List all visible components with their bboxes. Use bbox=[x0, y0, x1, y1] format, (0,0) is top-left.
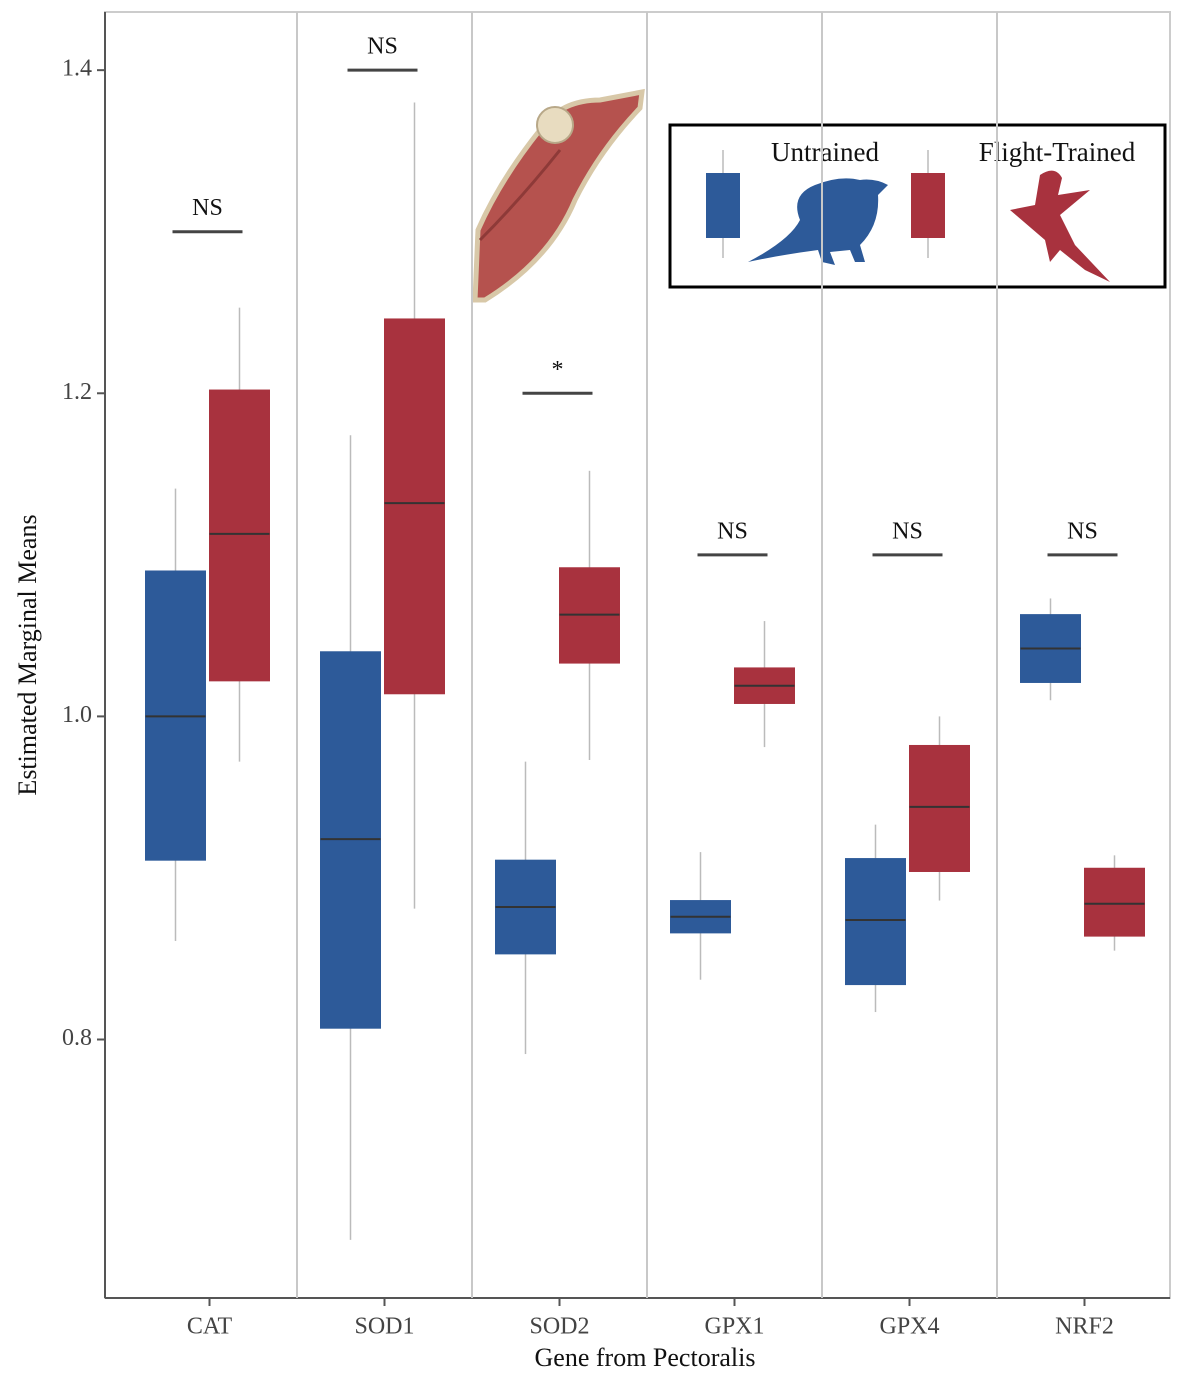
box bbox=[209, 389, 270, 682]
box bbox=[1084, 867, 1145, 937]
x-tick-label: SOD1 bbox=[354, 1314, 414, 1340]
box bbox=[845, 858, 906, 986]
significance-label: NS bbox=[717, 518, 748, 544]
legend-bird-icon bbox=[748, 178, 888, 265]
y-axis-label: Estimated Marginal Means bbox=[13, 514, 42, 795]
legend-bird-icon bbox=[1010, 170, 1110, 282]
legend-swatch bbox=[706, 173, 740, 238]
significance-label: NS bbox=[892, 518, 923, 544]
significance-label: NS bbox=[192, 195, 223, 221]
legend: Untrained Flight-Trained bbox=[668, 123, 1167, 289]
y-tick-label: 0.8 bbox=[62, 1025, 92, 1051]
muscle-illustration bbox=[472, 88, 645, 303]
y-tick-label: 1.4 bbox=[62, 56, 92, 82]
significance-label: * bbox=[552, 357, 564, 383]
box bbox=[384, 318, 445, 695]
x-tick-label: NRF2 bbox=[1055, 1314, 1114, 1340]
x-tick-label: SOD2 bbox=[529, 1314, 589, 1340]
x-axis-label: Gene from Pectoralis bbox=[535, 1343, 756, 1372]
significance-label: NS bbox=[367, 34, 398, 60]
legend-label: Flight-Trained bbox=[979, 137, 1136, 167]
significance-label: NS bbox=[1067, 518, 1098, 544]
x-tick-label: GPX1 bbox=[704, 1314, 764, 1340]
x-tick-label: GPX4 bbox=[879, 1314, 939, 1340]
legend-swatch bbox=[911, 173, 945, 238]
legend-label: Untrained bbox=[771, 137, 879, 167]
x-tick-label: CAT bbox=[187, 1314, 233, 1340]
box bbox=[909, 744, 970, 872]
y-tick-label: 1.0 bbox=[62, 702, 92, 728]
y-tick-label: 1.2 bbox=[62, 379, 92, 405]
